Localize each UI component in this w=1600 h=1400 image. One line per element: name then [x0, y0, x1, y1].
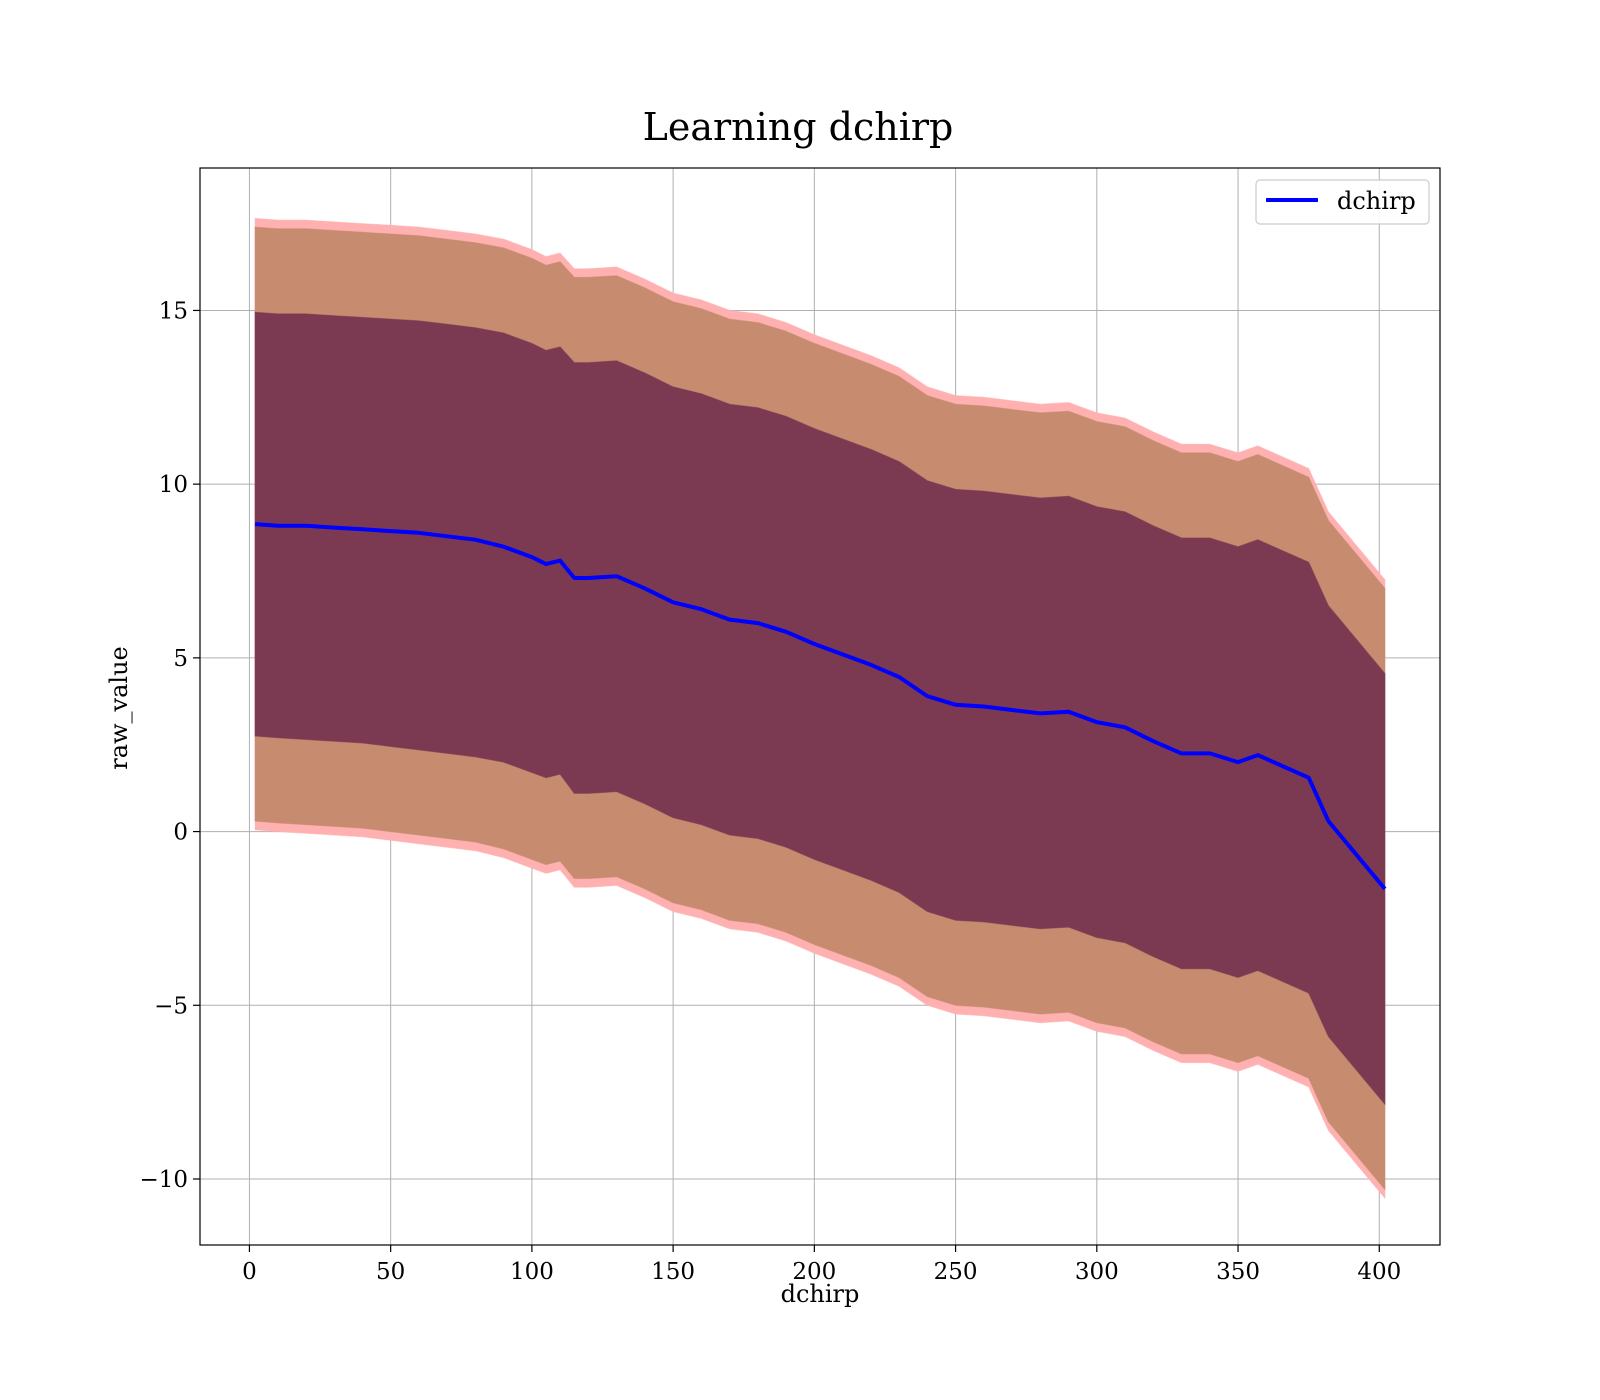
x-tick-label: 300 [1075, 1259, 1119, 1285]
y-axis-ticks: −10 −5 0 5 10 15 [139, 298, 200, 1193]
x-tick-label: 250 [934, 1259, 978, 1285]
y-axis-label: raw_value [105, 646, 133, 770]
series-line-dchirp [254, 522, 1387, 891]
x-axis-ticks: 0 50 100 150 200 250 300 350 400 [242, 1245, 1401, 1285]
x-tick-label: 150 [651, 1259, 695, 1285]
x-tick-label: 400 [1357, 1259, 1401, 1285]
x-tick-label: 50 [376, 1259, 405, 1285]
legend: dchirp [1255, 179, 1430, 225]
y-tick-label: −10 [139, 1167, 188, 1193]
y-tick-label: 10 [159, 472, 188, 498]
x-tick-label: 0 [242, 1259, 257, 1285]
series-lines [254, 522, 1387, 891]
y-tick-label: 15 [159, 298, 188, 324]
legend-label-dchirp: dchirp [1337, 187, 1416, 215]
variance-bands [254, 217, 1386, 1200]
y-tick-label: 5 [173, 646, 188, 672]
y-tick-label: −5 [154, 993, 188, 1019]
legend-box [1255, 179, 1430, 225]
x-axis-label: dchirp [781, 1280, 860, 1308]
y-tick-label: 0 [173, 820, 188, 846]
chart-title: Learning dchirp [643, 105, 954, 149]
x-tick-label: 350 [1216, 1259, 1260, 1285]
plot-frame [199, 167, 1441, 1246]
x-tick-label: 100 [510, 1259, 554, 1285]
band-std [254, 311, 1386, 1106]
x-tick-label: 200 [792, 1259, 836, 1285]
